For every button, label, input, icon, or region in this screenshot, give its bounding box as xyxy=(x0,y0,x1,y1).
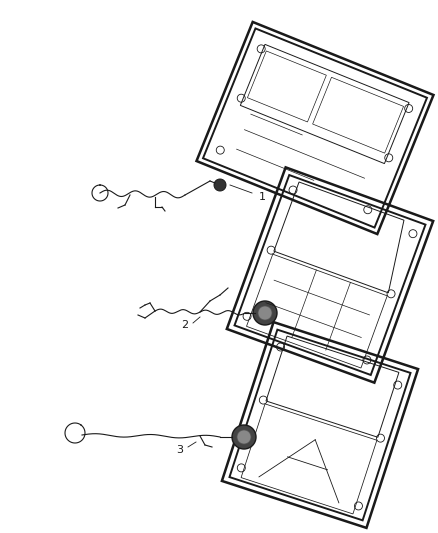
Circle shape xyxy=(253,301,277,325)
Circle shape xyxy=(258,306,272,320)
Circle shape xyxy=(232,425,256,449)
Text: 3: 3 xyxy=(177,445,184,455)
Circle shape xyxy=(214,179,226,191)
Text: 2: 2 xyxy=(181,320,189,330)
Text: 1: 1 xyxy=(258,192,265,202)
Circle shape xyxy=(237,430,251,444)
